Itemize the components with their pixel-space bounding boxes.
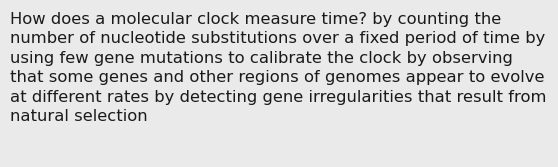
Text: How does a molecular clock measure time? by counting the
number of nucleotide su: How does a molecular clock measure time?… [10,12,546,124]
